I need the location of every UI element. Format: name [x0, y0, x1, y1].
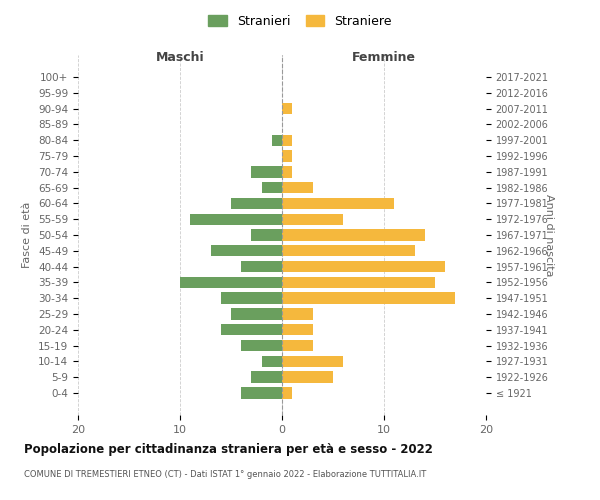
- Bar: [241, 340, 282, 351]
- Bar: [211, 245, 282, 256]
- Bar: [282, 356, 343, 367]
- Text: Maschi: Maschi: [155, 52, 205, 64]
- Bar: [282, 214, 343, 225]
- Bar: [282, 388, 292, 398]
- Bar: [282, 103, 292, 115]
- Bar: [221, 292, 282, 304]
- Bar: [221, 324, 282, 336]
- Bar: [241, 388, 282, 398]
- Bar: [282, 372, 333, 383]
- Bar: [231, 308, 282, 320]
- Text: COMUNE DI TREMESTIERI ETNEO (CT) - Dati ISTAT 1° gennaio 2022 - Elaborazione TUT: COMUNE DI TREMESTIERI ETNEO (CT) - Dati …: [24, 470, 426, 479]
- Bar: [282, 198, 394, 209]
- Bar: [251, 166, 282, 177]
- Bar: [282, 166, 292, 177]
- Bar: [282, 324, 313, 336]
- Bar: [282, 245, 415, 256]
- Text: Femmine: Femmine: [352, 52, 416, 64]
- Bar: [282, 276, 435, 288]
- Bar: [231, 198, 282, 209]
- Legend: Stranieri, Straniere: Stranieri, Straniere: [205, 11, 395, 32]
- Bar: [262, 356, 282, 367]
- Bar: [251, 372, 282, 383]
- Bar: [282, 308, 313, 320]
- Bar: [282, 134, 292, 146]
- Y-axis label: Fasce di età: Fasce di età: [22, 202, 32, 268]
- Bar: [190, 214, 282, 225]
- Bar: [262, 182, 282, 194]
- Bar: [251, 230, 282, 240]
- Text: Popolazione per cittadinanza straniera per età e sesso - 2022: Popolazione per cittadinanza straniera p…: [24, 442, 433, 456]
- Y-axis label: Anni di nascita: Anni di nascita: [544, 194, 554, 276]
- Bar: [180, 276, 282, 288]
- Bar: [272, 134, 282, 146]
- Bar: [282, 182, 313, 194]
- Bar: [282, 230, 425, 240]
- Bar: [282, 150, 292, 162]
- Bar: [241, 261, 282, 272]
- Bar: [282, 261, 445, 272]
- Bar: [282, 340, 313, 351]
- Bar: [282, 292, 455, 304]
